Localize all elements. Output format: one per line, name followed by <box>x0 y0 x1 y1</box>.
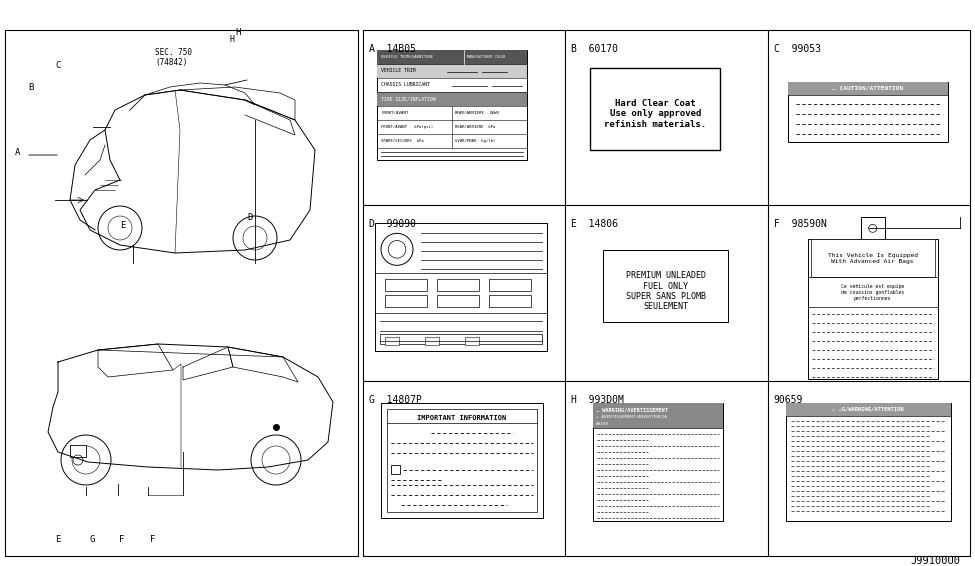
Text: E: E <box>56 535 60 544</box>
Bar <box>788 82 948 142</box>
Text: G: G <box>90 535 95 544</box>
Text: F: F <box>119 535 125 544</box>
Bar <box>387 409 537 512</box>
Text: ⚠ CAUTION/ATTENTION: ⚠ CAUTION/ATTENTION <box>832 86 903 91</box>
Text: A  14B05: A 14B05 <box>369 44 416 54</box>
Bar <box>437 280 479 291</box>
Bar <box>377 50 527 160</box>
Text: CHASSIS LUBRICANT: CHASSIS LUBRICANT <box>381 83 430 88</box>
Bar <box>437 295 479 307</box>
Text: VEHICLE TRIM: VEHICLE TRIM <box>381 68 415 74</box>
Bar <box>363 30 970 556</box>
Text: E  14806: E 14806 <box>571 220 618 229</box>
Bar <box>391 465 400 474</box>
Text: F  98590N: F 98590N <box>774 220 827 229</box>
Bar <box>594 402 723 428</box>
Bar <box>385 280 427 291</box>
Text: Ce vehicule est equipe
de coussins gonflables
perfectionnes: Ce vehicule est equipe de coussins gonfl… <box>841 284 904 301</box>
Text: D  99090: D 99090 <box>369 220 416 229</box>
Text: GVWR: GVWR <box>490 111 500 115</box>
Bar <box>375 224 547 351</box>
Bar <box>385 295 427 307</box>
Text: PREMIUM UNLEADED
FUEL ONLY
SUPER SANS PLOMB
SEULEMENT: PREMIUM UNLEADED FUEL ONLY SUPER SANS PL… <box>626 271 706 311</box>
Text: SPARE/SECOURS  kPa: SPARE/SECOURS kPa <box>381 139 424 143</box>
Text: H: H <box>235 28 241 37</box>
Text: GVWR/PNBV  kg(lb): GVWR/PNBV kg(lb) <box>455 139 495 143</box>
Text: ⚠ AVERTISSEMENT/ADVERTENCIA: ⚠ AVERTISSEMENT/ADVERTENCIA <box>597 415 667 419</box>
Text: F: F <box>150 535 156 544</box>
Bar <box>377 92 527 106</box>
Text: VEHICLE TRIM/GARNITURE: VEHICLE TRIM/GARNITURE <box>381 55 433 59</box>
Text: E: E <box>120 221 126 230</box>
Text: REAR/ARRIERE  kPa: REAR/ARRIERE kPa <box>455 125 495 129</box>
Text: REAR/ARRIERE: REAR/ARRIERE <box>455 111 485 115</box>
Bar <box>70 445 86 457</box>
Text: ⚠ ⚠G/WARNING/ATTENTION: ⚠ ⚠G/WARNING/ATTENTION <box>833 406 904 411</box>
Bar <box>590 68 721 150</box>
Text: Hard Clear Coat
Use only approved
refinish materials.: Hard Clear Coat Use only approved refini… <box>604 99 707 129</box>
Bar <box>425 337 439 345</box>
Bar <box>810 239 935 277</box>
Bar <box>380 335 542 344</box>
Bar <box>807 239 938 379</box>
Text: IMPORTANT INFORMATION: IMPORTANT INFORMATION <box>417 415 507 421</box>
Text: A: A <box>15 148 20 157</box>
Bar <box>465 337 479 345</box>
Text: B  60170: B 60170 <box>571 44 618 54</box>
Bar <box>604 250 728 322</box>
Bar <box>489 295 531 307</box>
Bar <box>788 82 948 95</box>
Bar <box>861 217 884 239</box>
Bar <box>377 64 527 78</box>
Text: TIRE SIZE/INFLATION: TIRE SIZE/INFLATION <box>381 96 436 101</box>
Bar <box>385 337 399 345</box>
Text: ⚠ WARNING/AVERTISSEMENT: ⚠ WARNING/AVERTISSEMENT <box>597 408 668 413</box>
Text: B: B <box>28 83 33 92</box>
Bar <box>786 402 951 521</box>
Text: SEC. 750
(74842): SEC. 750 (74842) <box>155 48 192 67</box>
Bar <box>489 280 531 291</box>
Text: 90659: 90659 <box>774 395 803 405</box>
Text: FRONT/AVANT   kPa(psi): FRONT/AVANT kPa(psi) <box>381 125 433 129</box>
Bar <box>381 402 543 518</box>
Text: D: D <box>247 213 253 222</box>
Text: C  99053: C 99053 <box>774 44 821 54</box>
Bar <box>594 402 723 521</box>
Bar <box>377 50 527 64</box>
Text: MANUFACTURER COLOR: MANUFACTURER COLOR <box>467 55 505 59</box>
Text: J99100U0: J99100U0 <box>910 556 960 566</box>
Bar <box>5 30 358 556</box>
Bar <box>786 402 951 415</box>
Text: C: C <box>55 61 60 70</box>
Text: FRONT/AVANT: FRONT/AVANT <box>381 111 409 115</box>
Text: H: H <box>230 35 235 44</box>
Text: G  14807P: G 14807P <box>369 395 422 405</box>
Text: AVISO: AVISO <box>597 422 609 426</box>
Text: H  993D0M: H 993D0M <box>571 395 624 405</box>
Text: This Vehicle Is Equipped
With Advanced Air Bags: This Vehicle Is Equipped With Advanced A… <box>828 253 917 264</box>
